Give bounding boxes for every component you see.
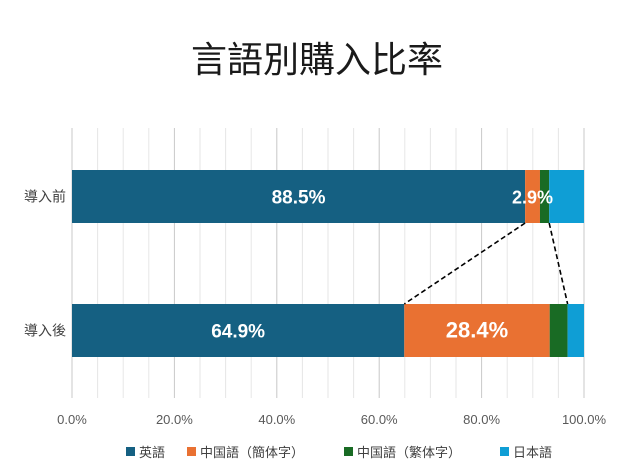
bar-segment <box>525 170 540 223</box>
legend-swatch <box>187 447 196 456</box>
bars <box>72 170 584 357</box>
grid <box>71 128 585 398</box>
bar-segment <box>72 304 405 357</box>
x-tick-label: 60.0% <box>361 412 398 427</box>
data-labels: 88.5% 2.9% 64.9% 28.4% <box>211 188 553 343</box>
chart-title: 言語別購入比率 <box>191 40 443 81</box>
legend-swatch <box>344 447 353 456</box>
bar-segment <box>549 304 568 357</box>
category-label: 導入前 <box>24 189 66 206</box>
x-tick-label: 100.0% <box>562 412 607 427</box>
legend-label: 中国語（繁体字） <box>357 445 461 461</box>
x-tick-label: 40.0% <box>258 412 295 427</box>
x-tick-label: 0.0% <box>57 412 87 427</box>
x-tick-label: 80.0% <box>463 412 500 427</box>
category-label: 導入後 <box>24 324 66 340</box>
bar-segment <box>72 170 526 223</box>
bar-segment <box>549 170 584 223</box>
legend: 英語 中国語（簡体字） 中国語（繁体字） 日本語 <box>126 445 552 461</box>
data-label: 64.9% <box>211 322 265 343</box>
bar-segment <box>567 304 584 357</box>
data-label: 28.4% <box>446 318 508 343</box>
legend-swatch <box>500 447 509 456</box>
legend-label: 英語 <box>139 445 165 461</box>
connector-line <box>548 222 569 305</box>
bar-segment <box>539 170 550 223</box>
connectors <box>403 222 569 305</box>
connector-line <box>403 222 526 305</box>
x-tick-label: 20.0% <box>156 412 193 427</box>
legend-label: 日本語 <box>513 445 552 461</box>
bar-segment <box>404 304 550 357</box>
legend-swatch <box>126 447 135 456</box>
legend-label: 中国語（簡体字） <box>200 445 304 461</box>
x-axis-tick-labels: 0.0% 20.0% 40.0% 60.0% 80.0% 100.0% <box>57 412 606 427</box>
data-label: 2.9% <box>512 188 553 208</box>
data-label: 88.5% <box>272 188 326 209</box>
